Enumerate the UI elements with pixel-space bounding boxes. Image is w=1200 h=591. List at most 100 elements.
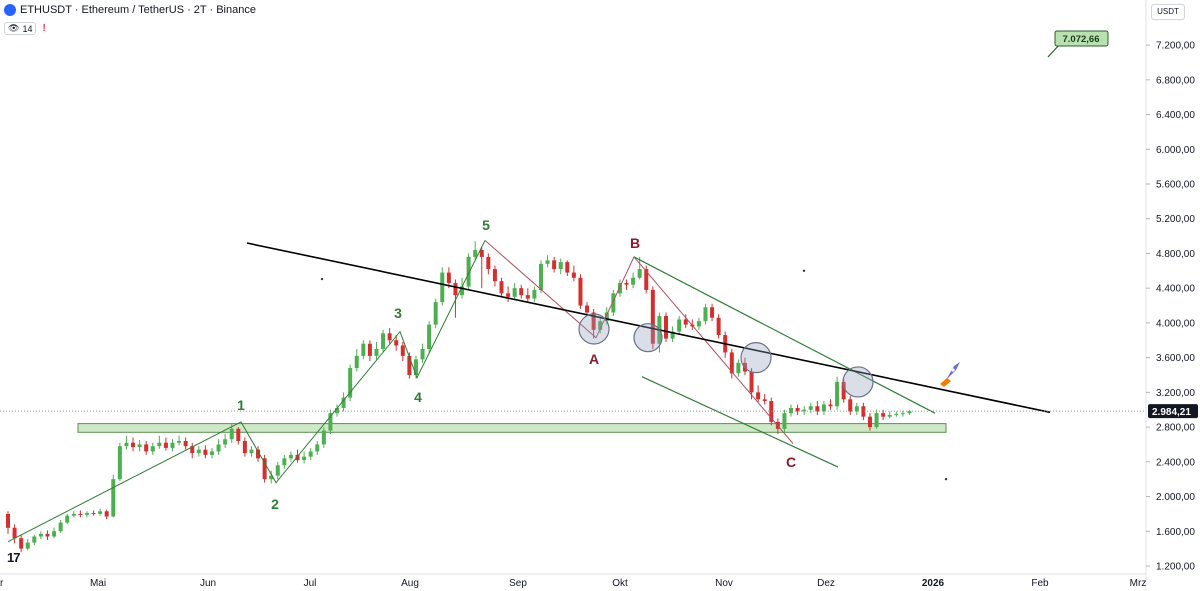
candle [808,402,813,414]
wave-label: B [630,235,640,251]
wave-label: A [589,351,599,367]
wave-label: 1 [237,397,245,413]
candle [78,510,83,518]
candle [795,404,800,415]
candle [170,439,175,452]
candle [650,286,655,349]
time-tick-label: r [0,578,4,589]
symbol-title: ETHUSDT · Ethereum / TetherUS · 2T · Bin… [20,4,256,16]
ethereum-logo-icon [4,4,16,16]
price-tick-label: 5.200,00 [1156,214,1195,225]
candle [111,474,116,518]
price-tick-label: 2.400,00 [1156,457,1195,468]
candle [282,454,287,469]
marker-dot [320,277,324,281]
candle [269,470,274,484]
candle [486,253,491,275]
candle [144,440,149,455]
price-tick-label: 4.400,00 [1156,284,1195,295]
candle [361,340,366,360]
corrective-wave-line [484,240,794,444]
candle [887,411,892,419]
candle [308,447,313,461]
indicator-badge[interactable]: 👁 14 [4,22,37,35]
candle [598,317,603,334]
time-tick-label: Nov [715,578,733,589]
wave-label: 3 [394,305,402,321]
price-tick-label: 6.400,00 [1156,110,1195,121]
rocket-icon [940,362,960,387]
channel-upper-line [633,256,936,414]
candle [394,335,399,351]
candle [440,267,445,306]
candle [367,340,372,362]
candle [729,348,734,379]
candle [84,511,89,518]
candle [637,256,642,280]
candle [815,401,820,415]
candle [756,385,761,403]
price-tick-label: 4.800,00 [1156,249,1195,260]
symbol-header[interactable]: ETHUSDT · Ethereum / TetherUS · 2T · Bin… [4,4,256,16]
touch-point-circle [578,313,610,345]
candle [38,531,43,540]
time-tick-label: Mrz [1130,578,1147,589]
candle [6,511,10,534]
candle [835,376,840,410]
touch-point-circle [633,323,663,353]
candle [91,510,96,516]
price-tick-label: 6.000,00 [1156,145,1195,156]
candle [381,329,386,353]
descending-trendline [246,242,1051,414]
candle [71,511,76,518]
candle [512,282,517,301]
channel-lower-line [641,376,839,468]
candle [644,265,649,294]
wave-label: 4 [414,389,422,405]
candle [802,406,807,415]
time-tick-label: Jul [304,578,317,589]
candle [881,409,886,421]
candle [223,434,228,448]
wave-label: C [786,454,796,470]
candle [631,272,636,289]
candle [749,368,754,400]
wave-label: 2 [271,496,279,512]
candle [150,442,155,455]
price-tick-label: 3.200,00 [1156,388,1195,399]
candle [446,267,451,289]
candle [907,409,912,415]
candle [104,509,109,520]
touch-point-circle [842,366,874,398]
candle [861,402,866,421]
candle [65,513,70,525]
time-tick-label: Dez [817,578,835,589]
price-tick-label: 3.600,00 [1156,353,1195,364]
candle [177,435,182,446]
candle [499,277,504,297]
exclamation-icon[interactable]: ! [42,23,46,34]
candle [525,288,530,303]
impulse-wave-line [7,240,486,543]
wave-label: 5 [482,217,490,233]
candle [782,409,787,433]
candle [256,446,261,462]
candle [828,399,833,410]
candle [302,451,307,464]
time-tick-label: Aug [401,578,419,589]
currency-selector[interactable]: USDT [1151,4,1185,20]
candle [354,348,359,372]
support-zone [77,423,947,433]
price-axis[interactable]: 7.200,00 6.800,00 6.400,00 6.000,00 5.600,00… [1145,0,1195,591]
current-price-value: 2.984,21 [1152,407,1191,418]
price-tick-label: 1.200,00 [1156,562,1195,573]
candle [315,440,320,455]
time-axis[interactable]: r Mai Jun Jul Aug Sep Okt Nov Dez 2026 Feb Mrz [0,573,1147,589]
current-price-label: 2.984,21 [1148,404,1198,419]
time-tick-label: 2026 [922,578,945,589]
candle [617,279,622,297]
candle [262,454,267,483]
candle [249,446,254,457]
candle [710,303,715,322]
